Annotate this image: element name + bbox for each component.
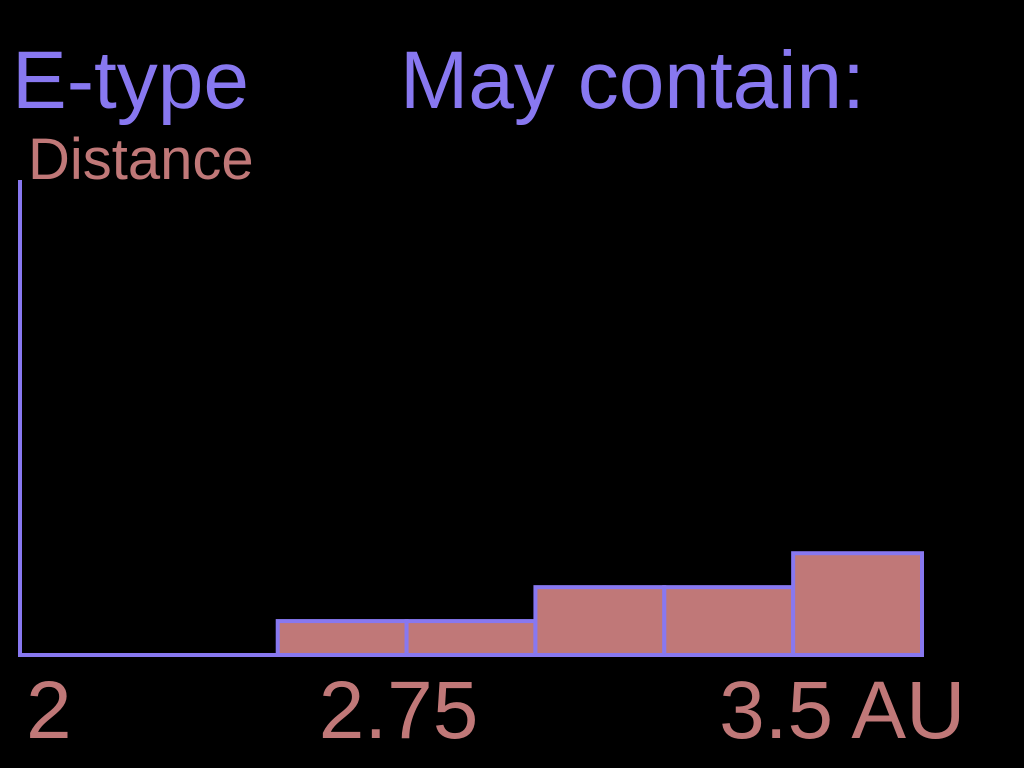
histogram-bar — [791, 551, 925, 658]
chart-subtitle: May contain: — [400, 35, 865, 126]
x-tick-label: 2 — [26, 665, 72, 756]
x-tick-label: 2.75 — [319, 665, 479, 756]
chart-title: E-type — [12, 35, 249, 126]
x-tick-label: 3.5 AU — [719, 665, 965, 756]
histogram-bar — [404, 619, 538, 657]
histogram-bar — [533, 585, 667, 658]
y-axis-label: Distance — [28, 127, 254, 192]
histogram-bar — [275, 619, 409, 657]
histogram-bar — [662, 585, 796, 658]
